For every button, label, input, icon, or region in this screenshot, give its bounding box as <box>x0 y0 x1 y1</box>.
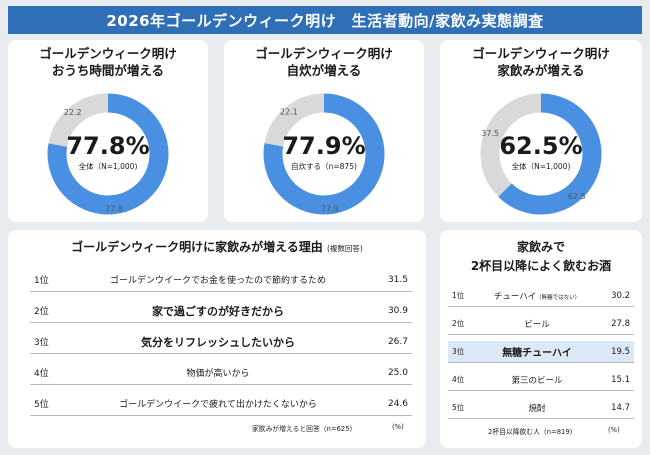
rank-label: 5位 <box>34 400 49 410</box>
card-title-line1: ゴールデンウィーク明け <box>255 46 393 61</box>
table-row: 2位 家で過ごすのが好きだから 30.9 <box>30 299 412 323</box>
donut-slice-rest <box>264 93 325 147</box>
card-title-line2: 自炊が増える <box>286 63 362 78</box>
drinks-table-card: 家飲みで 2杯目以降によく飲むお酒 1位 チューハイ（無糖ではない） 30.2 2位ビ… <box>440 230 642 448</box>
rank-label: 4位 <box>34 369 49 379</box>
rank-label: 2位 <box>452 319 465 328</box>
card-title-line2: おうち時間が増える <box>51 63 165 78</box>
drink-name: 焼酎 <box>472 402 602 414</box>
table-row: 4位 物価が高いから 25.0 <box>30 361 412 385</box>
donut-card-cooking: ゴールデンウィーク明け 自炊が増える 77.9 22.1 77.9% 自炊する（n… <box>224 40 424 222</box>
main-percentage: 62.5% <box>499 132 583 160</box>
drink-name-text: 無糖チューハイ <box>502 348 572 359</box>
reason-text: ゴールデンウイークで疲れて出かけたくないから <box>119 400 317 410</box>
drink-value: 19.5 <box>611 346 630 357</box>
drink-name: チューハイ（無糖ではない） <box>472 290 602 302</box>
table-row: 2位 ビール 27.8 <box>448 313 634 335</box>
reasons-table-card: ゴールデンウィーク明けに家飲みが増える理由 (複数回答) 1位ゴールデンウイーク… <box>8 230 426 448</box>
table-row: 1位 ゴールデンウイークでお金を使ったので節約するため 31.5 <box>30 268 412 292</box>
reason-text: ゴールデンウイークでお金を使ったので節約するため <box>109 276 326 286</box>
drink-name-text: 第三のビール <box>511 375 563 386</box>
drink-name-text: 焼酎 <box>528 403 546 414</box>
drinks-title-line1: 家飲みで <box>516 240 565 254</box>
reason-value: 30.9 <box>387 305 408 316</box>
drink-name-text: ビール <box>524 319 550 330</box>
drink-value: 30.2 <box>611 290 630 301</box>
donut-slice-main <box>47 93 169 215</box>
table-row: 5位 ゴールデンウイークで疲れて出かけたくないから 24.6 <box>30 392 412 416</box>
slice-value-label: 22.1 <box>280 108 298 117</box>
slice-value-label: 62.5 <box>568 192 586 201</box>
donut-chart: 77.9 22.1 <box>263 93 385 215</box>
reason-value: 31.5 <box>387 274 408 285</box>
reasons-title-note: (複数回答) <box>326 244 363 253</box>
donut-card-home-time: ゴールデンウィーク明け おうち時間が増える 77.8 22.2 77.8% 全体（… <box>8 40 208 222</box>
rank-label: 3位 <box>34 338 49 348</box>
drinks-title-line2: 2杯目以降によく飲むお酒 <box>470 259 612 273</box>
rank-label: 4位 <box>452 375 465 384</box>
card-title-line2: 家飲みが増える <box>497 63 585 78</box>
rank-label: 2位 <box>34 307 49 317</box>
drink-name-text: チューハイ <box>493 291 537 302</box>
donut-slice-main <box>498 93 602 215</box>
sample-note: 全体（N=1,000) <box>78 162 138 171</box>
rank-label: 5位 <box>452 403 465 412</box>
reason-value: 24.6 <box>387 398 408 409</box>
drinks-footnote: 2杯目以降飲む人（n=819) <box>488 428 573 436</box>
rank-label: 1位 <box>452 291 465 300</box>
drinks-unit: (%) <box>608 426 620 434</box>
drink-value: 15.1 <box>611 374 630 385</box>
slice-value-label: 77.9 <box>321 205 339 214</box>
drink-name: ビール <box>472 318 602 330</box>
reasons-title: ゴールデンウィーク明けに家飲みが増える理由 (複数回答) <box>8 238 426 255</box>
donut-chart: 62.5 37.5 <box>480 93 602 215</box>
sample-note: 全体（N=1,000) <box>511 162 571 171</box>
slice-value-label: 77.8 <box>105 205 123 214</box>
drink-name: 無糖チューハイ <box>472 344 602 359</box>
donut-slice-main <box>263 93 385 215</box>
reason-text: 気分をリフレッシュしたいから <box>141 335 295 349</box>
card-title-line1: ゴールデンウィーク明け <box>39 46 177 61</box>
main-percentage: 77.9% <box>282 132 366 160</box>
reasons-unit: (%) <box>392 423 404 431</box>
drink-name: 第三のビール <box>472 374 602 386</box>
rank-label: 1位 <box>34 276 49 286</box>
sample-note: 自炊する（n=875) <box>291 162 357 171</box>
reason-value: 25.0 <box>387 367 408 378</box>
page-title: 2026年ゴールデンウィーク明け 生活者動向/家飲み実態調査 <box>8 6 642 34</box>
table-row: 1位 チューハイ（無糖ではない） 30.2 <box>448 285 634 307</box>
table-row: 4位 第三のビール 15.1 <box>448 369 634 391</box>
drink-value: 27.8 <box>611 318 630 329</box>
drink-value: 14.7 <box>611 402 630 413</box>
drink-name-note: （無糖ではない） <box>536 294 581 301</box>
reason-text: 物価が高いから <box>186 369 250 379</box>
table-row: 3位 無糖チューハイ 19.5 <box>448 341 634 363</box>
table-row: 5位 焼酎 14.7 <box>448 397 634 419</box>
table-row: 3位 気分をリフレッシュしたいから 26.7 <box>30 330 412 354</box>
rank-label: 3位 <box>452 347 465 356</box>
donut-card-home-drinking: ゴールデンウィーク明け 家飲みが増える 62.5 37.5 62.5% 全体（N=… <box>440 40 642 222</box>
reasons-footnote: 家飲みが増えると回答（n=625) <box>252 425 353 433</box>
reason-text: 家で過ごすのが好きだから <box>151 304 285 318</box>
slice-value-label: 22.2 <box>64 108 82 117</box>
card-title-line1: ゴールデンウィーク明け <box>472 46 610 61</box>
donut-slice-rest <box>480 93 542 197</box>
donut-slice-rest <box>48 93 109 148</box>
slice-value-label: 37.5 <box>481 129 499 138</box>
donut-chart: 77.8 22.2 <box>47 93 169 215</box>
reason-value: 26.7 <box>387 336 408 347</box>
reasons-title-text: ゴールデンウィーク明けに家飲みが増える理由 <box>71 240 323 254</box>
main-percentage: 77.8% <box>66 132 150 160</box>
